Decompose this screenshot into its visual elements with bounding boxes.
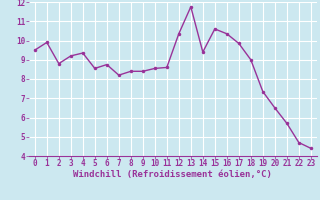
X-axis label: Windchill (Refroidissement éolien,°C): Windchill (Refroidissement éolien,°C) [73,170,272,179]
